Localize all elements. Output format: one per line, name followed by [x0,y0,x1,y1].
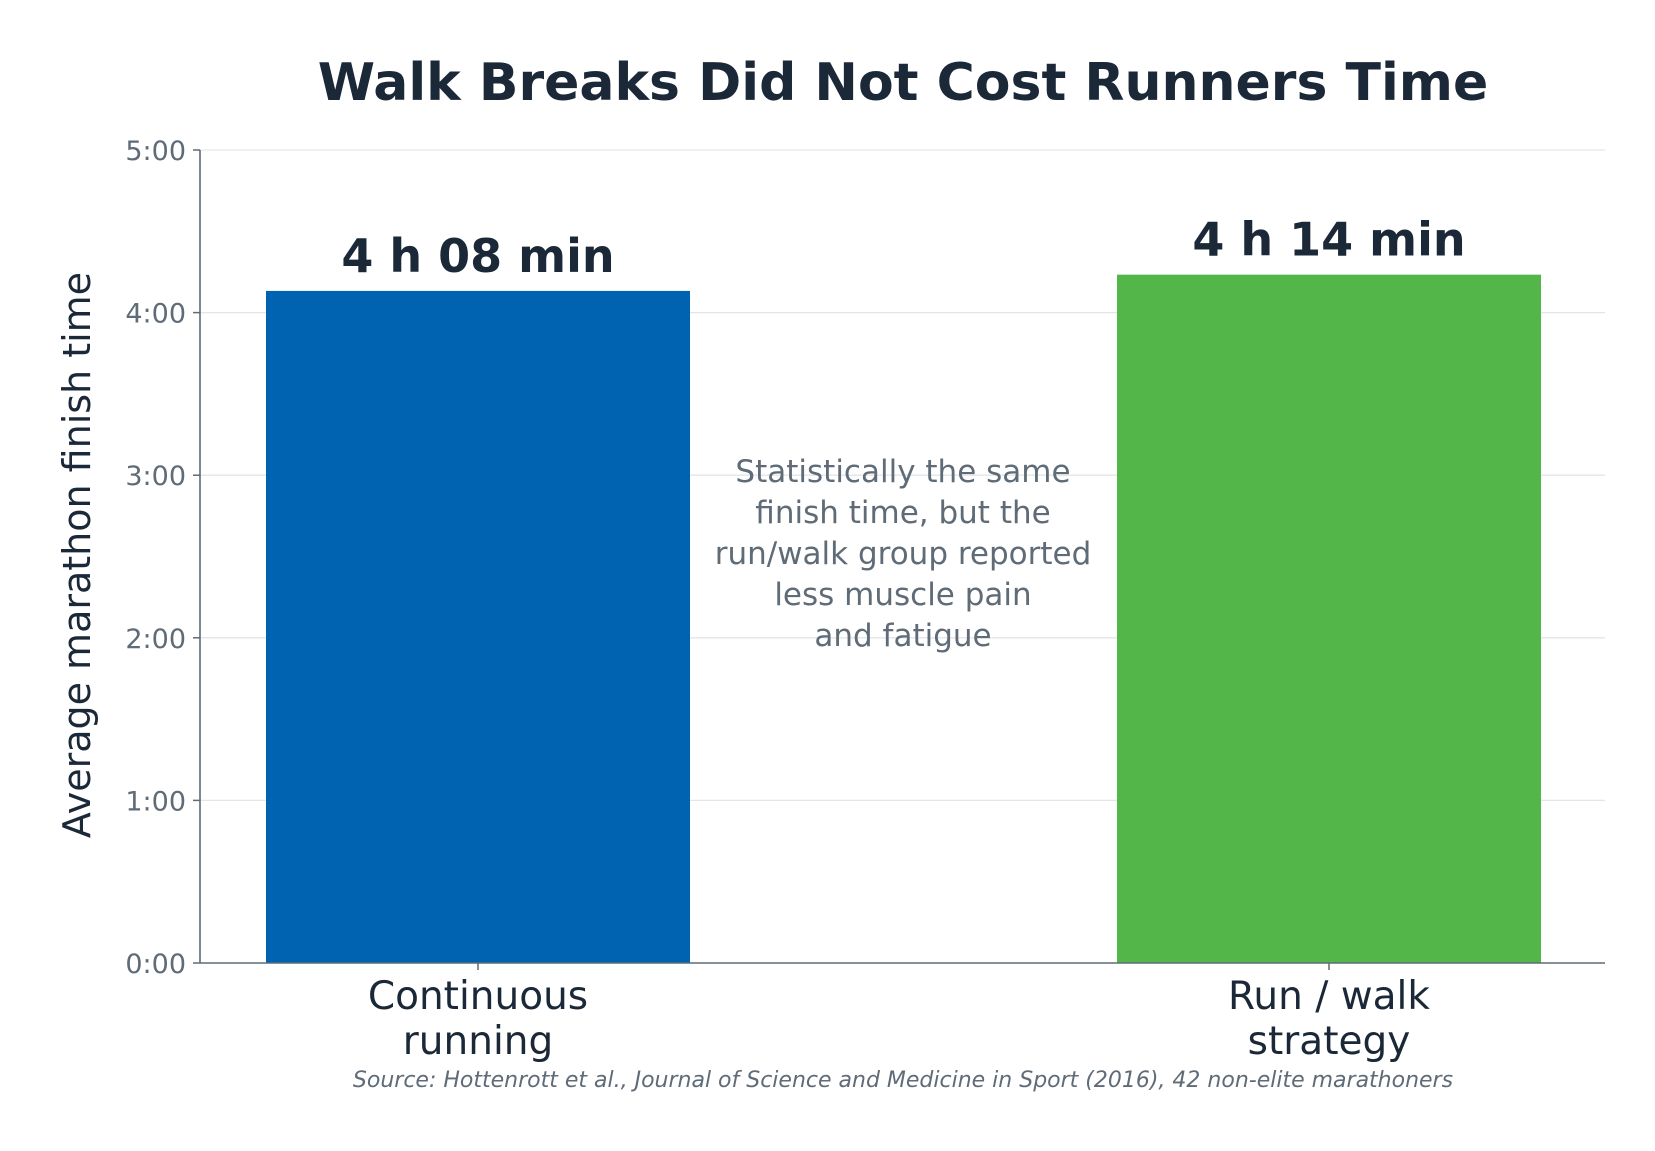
annotation-line: run/walk group reported [715,536,1092,572]
y-axis-label: Average marathon finish time [55,272,99,838]
y-tick-label: 0:00 [125,949,186,980]
x-category-label: Run / walk [1228,974,1430,1019]
x-category-label: running [403,1019,554,1064]
x-category-label: strategy [1248,1019,1411,1064]
data-label: 4 h 14 min [1192,213,1465,267]
y-tick-label: 5:00 [125,136,186,167]
data-label: 4 h 08 min [341,229,614,283]
annotation-line: finish time, but the [755,495,1050,531]
x-category-label: Continuous [368,974,588,1019]
bar [266,290,690,963]
y-tick-label: 3:00 [125,461,186,492]
annotation-text: Statistically the same finish time, but t… [715,454,1092,654]
y-tick-label: 2:00 [125,624,186,655]
source-note: Source: Hottenrott et al., Journal of Sc… [353,1068,1453,1093]
axes-layer: 0:00 1:00 2:00 3:00 4:00 5:00 [125,136,1605,980]
y-tick-label: 1:00 [125,786,186,817]
chart-title: Walk Breaks Did Not Cost Runners Time [318,53,1489,113]
bars-layer [266,274,1541,963]
y-tick-label: 4:00 [125,299,186,330]
annotation-line: Statistically the same [735,454,1070,490]
annotation-line: less muscle pain [774,577,1031,613]
bar [1117,274,1541,963]
annotation-line: and fatigue [814,618,991,654]
